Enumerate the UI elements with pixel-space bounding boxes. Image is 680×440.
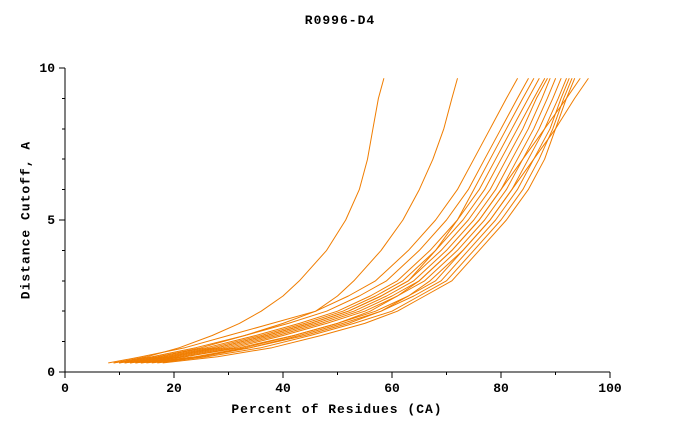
series-line	[151, 78, 570, 364]
x-tick-label: 40	[275, 381, 291, 396]
series-line	[113, 78, 529, 364]
y-tick-label: 0	[47, 365, 55, 380]
y-tick-label: 5	[47, 213, 55, 228]
series-line	[129, 78, 551, 364]
y-tick-label: 10	[39, 61, 55, 76]
series-line	[119, 78, 458, 364]
series-line	[108, 78, 518, 364]
x-tick-label: 20	[166, 381, 182, 396]
series-line	[135, 78, 556, 364]
series-line	[124, 78, 535, 364]
series-line	[124, 78, 546, 364]
series-line	[140, 78, 562, 364]
series-line	[119, 78, 540, 364]
series-line	[129, 78, 548, 364]
x-tick-label: 60	[384, 381, 400, 396]
x-axis-label: Percent of Residues (CA)	[231, 402, 443, 417]
x-tick-label: 80	[493, 381, 509, 396]
y-axis-label: Distance Cutoff, A	[18, 140, 34, 300]
series-line	[157, 78, 573, 364]
chart-title: R0996-D4	[304, 13, 376, 28]
series-line	[162, 78, 576, 364]
series-line	[146, 78, 567, 364]
series-line	[113, 78, 385, 364]
x-tick-label: 0	[61, 381, 69, 396]
x-tick-label: 100	[598, 381, 622, 396]
